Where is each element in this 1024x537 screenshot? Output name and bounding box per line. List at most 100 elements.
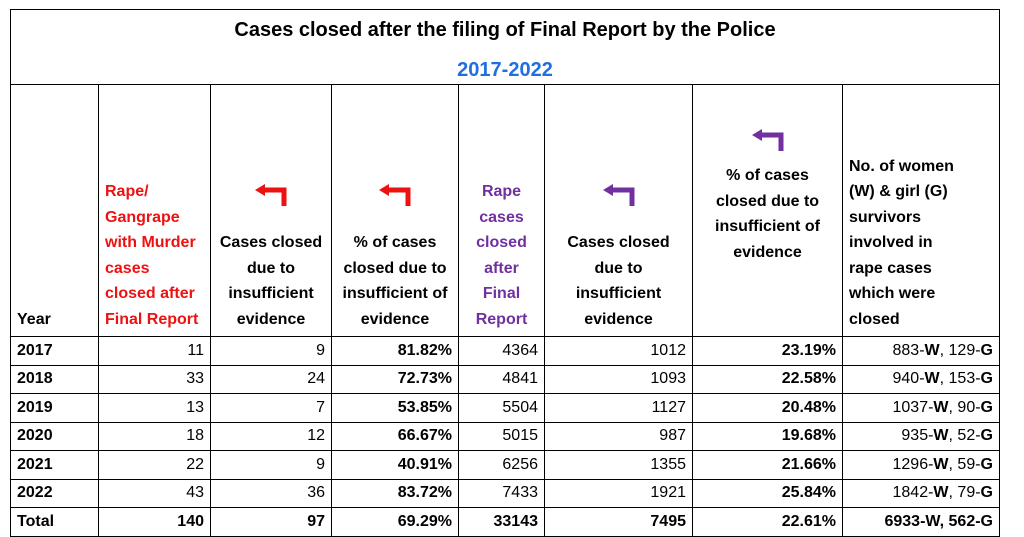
total-rape-percent: 22.61% <box>692 507 843 537</box>
header-rm-insufficient: Cases closed due to insufficient evidenc… <box>210 84 332 337</box>
table-row: 2020 18 12 66.67% 5015 987 19.68% 935-W,… <box>10 421 1000 451</box>
women-count: 883 <box>892 341 920 359</box>
year-cell: 2017 <box>10 336 99 366</box>
total-survivors: 6933-W, 562-G <box>842 507 1000 537</box>
table-row: 2022 43 36 83.72% 7433 1921 25.84% 1842-… <box>10 478 1000 508</box>
header-rape-percent-label: % of cases closed due to insufficient of… <box>715 167 820 261</box>
rm-closed-cell: 24 <box>210 364 332 394</box>
table-title: Cases closed after the filing of Final R… <box>234 19 776 41</box>
table-row: 2019 13 7 53.85% 5504 1127 20.48% 1037-W… <box>10 393 1000 423</box>
return-arrow-icon <box>255 184 287 206</box>
girls-count: 153 <box>948 370 976 388</box>
header-survivors-line: (W) & girl (G) <box>849 183 948 200</box>
rm-cases-cell: 33 <box>98 364 211 394</box>
rape-cases-cell: 7433 <box>458 478 545 508</box>
rape-cases-cell: 5504 <box>458 393 545 423</box>
header-rape-closed: Rape cases closed after Final Report <box>458 84 545 337</box>
year-cell: 2022 <box>10 478 99 508</box>
header-rape-insufficient: Cases closed due to insufficient evidenc… <box>544 84 693 337</box>
header-survivors-line: survivors <box>849 208 922 226</box>
rm-cases-cell: 18 <box>98 421 211 451</box>
total-rm-closed: 97 <box>210 507 332 537</box>
year-cell: 2018 <box>10 364 99 394</box>
header-year: Year <box>10 84 99 337</box>
table-row: 2018 33 24 72.73% 4841 1093 22.58% 940-W… <box>10 364 1000 394</box>
survivors-cell: 1842-W, 79-G <box>842 478 1000 508</box>
header-rm-insufficient-label: Cases closed due to insufficient evidenc… <box>219 234 323 328</box>
return-arrow-icon <box>751 129 783 151</box>
rape-closed-cell: 1355 <box>544 450 693 480</box>
title-cell: Cases closed after the filing of Final R… <box>10 9 1000 85</box>
rm-percent-cell: 72.73% <box>331 364 459 394</box>
year-cell: 2019 <box>10 393 99 423</box>
girls-count: 52 <box>957 427 976 445</box>
girls-count: 79 <box>957 484 976 502</box>
rape-cases-cell: 5015 <box>458 421 545 451</box>
women-count: 940 <box>892 370 920 388</box>
rape-percent-cell: 20.48% <box>692 393 843 423</box>
header-survivors-line: No. of women <box>849 157 954 175</box>
rape-closed-cell: 1093 <box>544 364 693 394</box>
rm-percent-cell: 53.85% <box>331 393 459 423</box>
total-label: Total <box>10 507 99 537</box>
total-rm-percent: 69.29% <box>331 507 459 537</box>
survivors-cell: 1037-W, 90-G <box>842 393 1000 423</box>
rape-percent-cell: 19.68% <box>692 421 843 451</box>
women-count: 1842 <box>892 484 929 502</box>
header-rape-murder-closed: Rape/ Gangrape with Murder cases closed … <box>98 84 211 337</box>
rape-closed-cell: 1921 <box>544 478 693 508</box>
rm-closed-cell: 7 <box>210 393 332 423</box>
rm-percent-cell: 83.72% <box>331 478 459 508</box>
rm-cases-cell: 13 <box>98 393 211 423</box>
rm-percent-cell: 40.91% <box>331 450 459 480</box>
rape-closed-cell: 987 <box>544 421 693 451</box>
report-table-wrapper: Cases closed after the filing of Final R… <box>10 9 1000 537</box>
header-survivors-line: involved in <box>849 234 933 251</box>
rm-closed-cell: 9 <box>210 336 332 366</box>
rm-cases-cell: 43 <box>98 478 211 508</box>
title-row: Cases closed after the filing of Final R… <box>10 9 1000 85</box>
rape-percent-cell: 25.84% <box>692 478 843 508</box>
rape-cases-cell: 4364 <box>458 336 545 366</box>
rm-closed-cell: 36 <box>210 478 332 508</box>
total-rm-cases: 140 <box>98 507 211 537</box>
girls-count: 562 <box>948 512 976 530</box>
header-survivors: No. of women (W) & girl (G) survivors in… <box>842 84 1000 337</box>
rm-percent-cell: 81.82% <box>331 336 459 366</box>
girls-count: 90 <box>957 398 976 416</box>
rm-closed-cell: 9 <box>210 450 332 480</box>
rape-closed-cell: 1127 <box>544 393 693 423</box>
rm-closed-cell: 12 <box>210 421 332 451</box>
closed-cases-table: Cases closed after the filing of Final R… <box>10 9 1000 537</box>
return-arrow-icon <box>379 184 411 206</box>
rape-percent-cell: 22.58% <box>692 364 843 394</box>
women-count: 935 <box>901 427 929 445</box>
total-rape-closed: 7495 <box>544 507 693 537</box>
table-row: 2017 11 9 81.82% 4364 1012 23.19% 883-W,… <box>10 336 1000 366</box>
girls-count: 59 <box>957 455 976 473</box>
survivors-cell: 1296-W, 59-G <box>842 450 1000 480</box>
header-rm-percent: % of cases closed due to insufficient of… <box>331 84 459 337</box>
rape-percent-cell: 23.19% <box>692 336 843 366</box>
header-row: Year Rape/ Gangrape with Murder cases cl… <box>10 84 1000 337</box>
rape-percent-cell: 21.66% <box>692 450 843 480</box>
table-subtitle: 2017-2022 <box>457 59 553 81</box>
header-survivors-line: which were <box>849 285 936 302</box>
header-rape-percent: % of cases closed due to insufficient of… <box>692 84 843 337</box>
rape-closed-cell: 1012 <box>544 336 693 366</box>
rm-percent-cell: 66.67% <box>331 421 459 451</box>
total-row: Total 140 97 69.29% 33143 7495 22.61% 69… <box>10 507 1000 537</box>
header-survivors-line: rape cases <box>849 259 932 277</box>
total-rape-cases: 33143 <box>458 507 545 537</box>
header-survivors-line: closed <box>849 310 900 328</box>
survivors-cell: 940-W, 153-G <box>842 364 1000 394</box>
header-rape-insufficient-label: Cases closed due to insufficient evidenc… <box>567 234 670 328</box>
year-cell: 2021 <box>10 450 99 480</box>
year-cell: 2020 <box>10 421 99 451</box>
rape-cases-cell: 6256 <box>458 450 545 480</box>
women-count: 1037 <box>892 398 929 416</box>
rm-cases-cell: 11 <box>98 336 211 366</box>
return-arrow-icon <box>602 184 634 206</box>
table-row: 2021 22 9 40.91% 6256 1355 21.66% 1296-W… <box>10 450 1000 480</box>
women-count: 6933 <box>884 512 921 530</box>
